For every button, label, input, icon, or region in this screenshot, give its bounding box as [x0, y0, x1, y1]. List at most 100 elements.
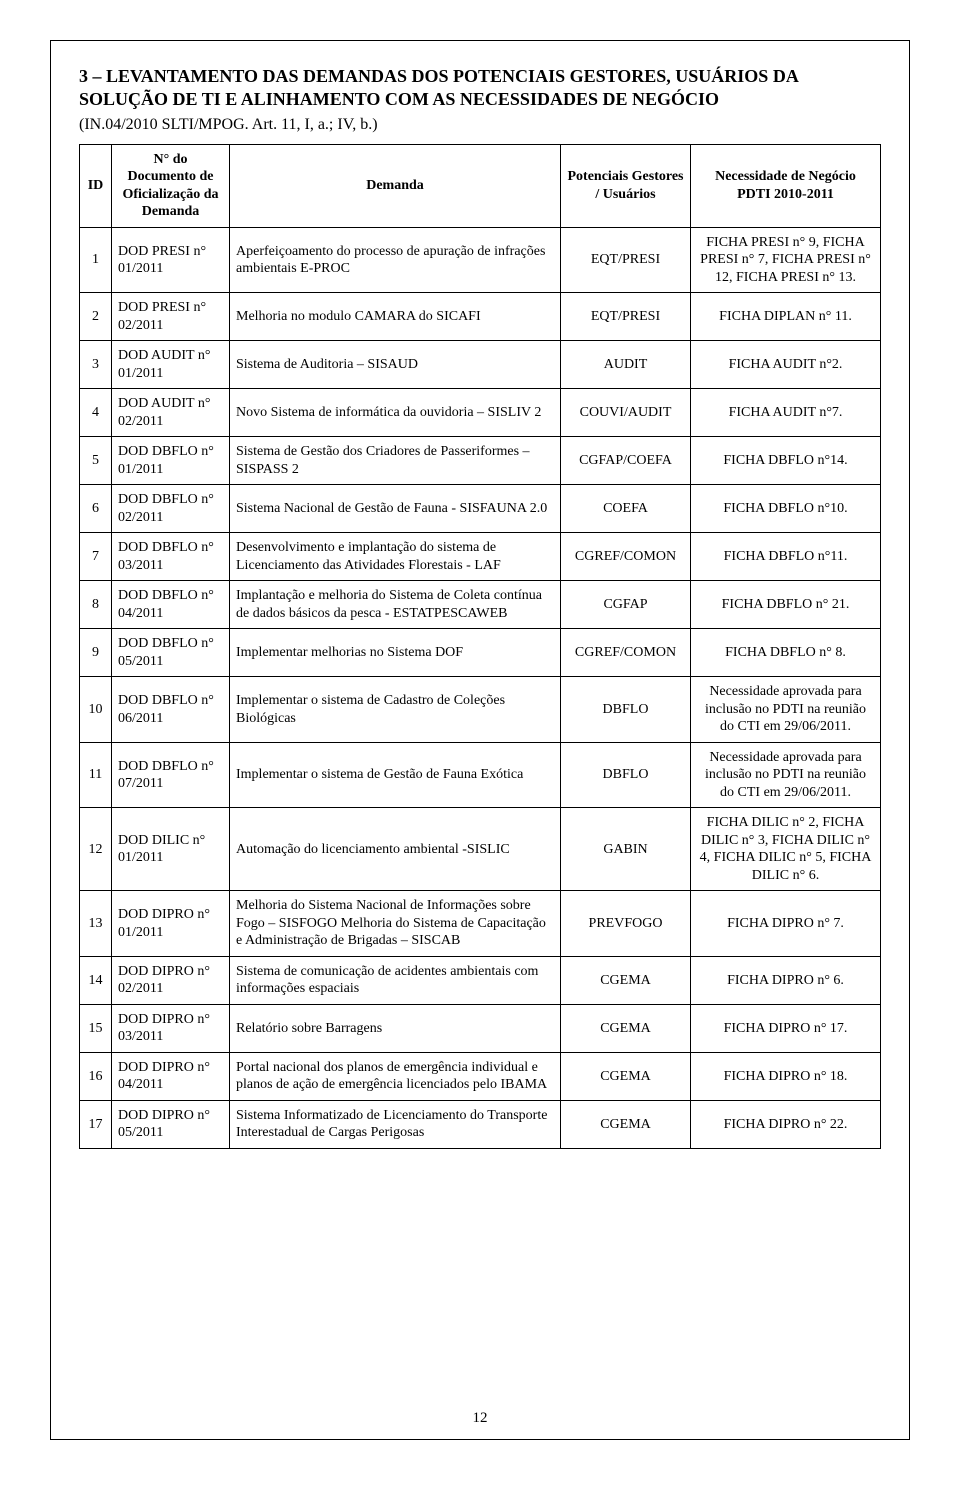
table-row: 16DOD DIPRO n° 04/2011Portal nacional do…: [80, 1052, 881, 1100]
cell-doc: DOD AUDIT n° 01/2011: [112, 341, 230, 389]
cell-doc: DOD DBFLO n° 01/2011: [112, 437, 230, 485]
header-gest: Potenciais Gestores / Usuários: [561, 144, 691, 227]
cell-doc: DOD AUDIT n° 02/2011: [112, 389, 230, 437]
cell-necessidade: Necessidade aprovada para inclusão no PD…: [691, 677, 881, 743]
cell-id: 4: [80, 389, 112, 437]
table-row: 10DOD DBFLO n° 06/2011Implementar o sist…: [80, 677, 881, 743]
section-subtitle: (IN.04/2010 SLTI/MPOG. Art. 11, I, a.; I…: [79, 116, 881, 134]
cell-id: 9: [80, 629, 112, 677]
cell-doc: DOD DBFLO n° 04/2011: [112, 581, 230, 629]
cell-demanda: Aperfeiçoamento do processo de apuração …: [230, 227, 561, 293]
cell-id: 14: [80, 956, 112, 1004]
cell-necessidade: FICHA DIPRO n° 7.: [691, 891, 881, 957]
cell-necessidade: FICHA AUDIT n°2.: [691, 341, 881, 389]
cell-necessidade: Necessidade aprovada para inclusão no PD…: [691, 742, 881, 808]
cell-id: 13: [80, 891, 112, 957]
cell-doc: DOD DIPRO n° 04/2011: [112, 1052, 230, 1100]
cell-id: 10: [80, 677, 112, 743]
cell-id: 12: [80, 808, 112, 891]
table-row: 4DOD AUDIT n° 02/2011Novo Sistema de inf…: [80, 389, 881, 437]
cell-demanda: Implementar o sistema de Cadastro de Col…: [230, 677, 561, 743]
cell-id: 11: [80, 742, 112, 808]
table-row: 1DOD PRESI n° 01/2011Aperfeiçoamento do …: [80, 227, 881, 293]
cell-demanda: Implementar o sistema de Gestão de Fauna…: [230, 742, 561, 808]
cell-gestores: COEFA: [561, 485, 691, 533]
cell-id: 1: [80, 227, 112, 293]
cell-demanda: Implantação e melhoria do Sistema de Col…: [230, 581, 561, 629]
table-row: 12DOD DILIC n° 01/2011Automação do licen…: [80, 808, 881, 891]
cell-necessidade: FICHA DIPRO n° 6.: [691, 956, 881, 1004]
cell-doc: DOD PRESI n° 02/2011: [112, 293, 230, 341]
cell-demanda: Sistema de comunicação de acidentes ambi…: [230, 956, 561, 1004]
cell-necessidade: FICHA DIPRO n° 22.: [691, 1100, 881, 1148]
cell-demanda: Portal nacional dos planos de emergência…: [230, 1052, 561, 1100]
table-row: 2DOD PRESI n° 02/2011Melhoria no modulo …: [80, 293, 881, 341]
cell-demanda: Desenvolvimento e implantação do sistema…: [230, 533, 561, 581]
cell-demanda: Novo Sistema de informática da ouvidoria…: [230, 389, 561, 437]
cell-gestores: PREVFOGO: [561, 891, 691, 957]
cell-necessidade: FICHA DIPRO n° 17.: [691, 1004, 881, 1052]
table-row: 11DOD DBFLO n° 07/2011Implementar o sist…: [80, 742, 881, 808]
table-header-row: ID N° do Documento de Oficialização da D…: [80, 144, 881, 227]
cell-doc: DOD DIPRO n° 01/2011: [112, 891, 230, 957]
cell-necessidade: FICHA DIPLAN n° 11.: [691, 293, 881, 341]
cell-doc: DOD DILIC n° 01/2011: [112, 808, 230, 891]
cell-necessidade: FICHA DILIC n° 2, FICHA DILIC n° 3, FICH…: [691, 808, 881, 891]
cell-doc: DOD DIPRO n° 02/2011: [112, 956, 230, 1004]
cell-gestores: CGEMA: [561, 1100, 691, 1148]
cell-demanda: Implementar melhorias no Sistema DOF: [230, 629, 561, 677]
cell-gestores: EQT/PRESI: [561, 227, 691, 293]
cell-id: 15: [80, 1004, 112, 1052]
cell-necessidade: FICHA DBFLO n° 21.: [691, 581, 881, 629]
cell-id: 17: [80, 1100, 112, 1148]
header-doc: N° do Documento de Oficialização da Dema…: [112, 144, 230, 227]
cell-doc: DOD DIPRO n° 03/2011: [112, 1004, 230, 1052]
cell-doc: DOD DIPRO n° 05/2011: [112, 1100, 230, 1148]
cell-id: 16: [80, 1052, 112, 1100]
cell-necessidade: FICHA PRESI n° 9, FICHA PRESI n° 7, FICH…: [691, 227, 881, 293]
page-number: 12: [51, 1410, 909, 1427]
cell-gestores: CGEMA: [561, 1004, 691, 1052]
cell-necessidade: FICHA DBFLO n° 8.: [691, 629, 881, 677]
cell-gestores: CGEMA: [561, 1052, 691, 1100]
table-row: 6DOD DBFLO n° 02/2011Sistema Nacional de…: [80, 485, 881, 533]
cell-demanda: Sistema de Gestão dos Criadores de Passe…: [230, 437, 561, 485]
cell-gestores: EQT/PRESI: [561, 293, 691, 341]
header-id: ID: [80, 144, 112, 227]
table-row: 3DOD AUDIT n° 01/2011Sistema de Auditori…: [80, 341, 881, 389]
page-frame: 3 – LEVANTAMENTO DAS DEMANDAS DOS POTENC…: [50, 40, 910, 1440]
cell-gestores: DBFLO: [561, 742, 691, 808]
table-row: 15DOD DIPRO n° 03/2011Relatório sobre Ba…: [80, 1004, 881, 1052]
cell-gestores: CGREF/COMON: [561, 629, 691, 677]
cell-demanda: Sistema Informatizado de Licenciamento d…: [230, 1100, 561, 1148]
cell-doc: DOD DBFLO n° 07/2011: [112, 742, 230, 808]
table-row: 14DOD DIPRO n° 02/2011Sistema de comunic…: [80, 956, 881, 1004]
cell-necessidade: FICHA AUDIT n°7.: [691, 389, 881, 437]
cell-doc: DOD PRESI n° 01/2011: [112, 227, 230, 293]
cell-demanda: Sistema Nacional de Gestão de Fauna - SI…: [230, 485, 561, 533]
cell-gestores: CGREF/COMON: [561, 533, 691, 581]
cell-demanda: Melhoria do Sistema Nacional de Informaç…: [230, 891, 561, 957]
cell-gestores: CGFAP/COEFA: [561, 437, 691, 485]
header-neces: Necessidade de Negócio PDTI 2010-2011: [691, 144, 881, 227]
table-row: 7DOD DBFLO n° 03/2011Desenvolvimento e i…: [80, 533, 881, 581]
cell-doc: DOD DBFLO n° 06/2011: [112, 677, 230, 743]
cell-necessidade: FICHA DBFLO n°11.: [691, 533, 881, 581]
cell-id: 5: [80, 437, 112, 485]
cell-necessidade: FICHA DBFLO n°14.: [691, 437, 881, 485]
cell-demanda: Melhoria no modulo CAMARA do SICAFI: [230, 293, 561, 341]
cell-necessidade: FICHA DIPRO n° 18.: [691, 1052, 881, 1100]
demands-table: ID N° do Documento de Oficialização da D…: [79, 144, 881, 1149]
cell-gestores: CGEMA: [561, 956, 691, 1004]
cell-id: 8: [80, 581, 112, 629]
cell-necessidade: FICHA DBFLO n°10.: [691, 485, 881, 533]
cell-id: 7: [80, 533, 112, 581]
cell-id: 2: [80, 293, 112, 341]
cell-gestores: DBFLO: [561, 677, 691, 743]
cell-doc: DOD DBFLO n° 02/2011: [112, 485, 230, 533]
cell-gestores: CGFAP: [561, 581, 691, 629]
table-row: 17DOD DIPRO n° 05/2011Sistema Informatiz…: [80, 1100, 881, 1148]
table-row: 13DOD DIPRO n° 01/2011Melhoria do Sistem…: [80, 891, 881, 957]
table-row: 8DOD DBFLO n° 04/2011Implantação e melho…: [80, 581, 881, 629]
cell-id: 3: [80, 341, 112, 389]
